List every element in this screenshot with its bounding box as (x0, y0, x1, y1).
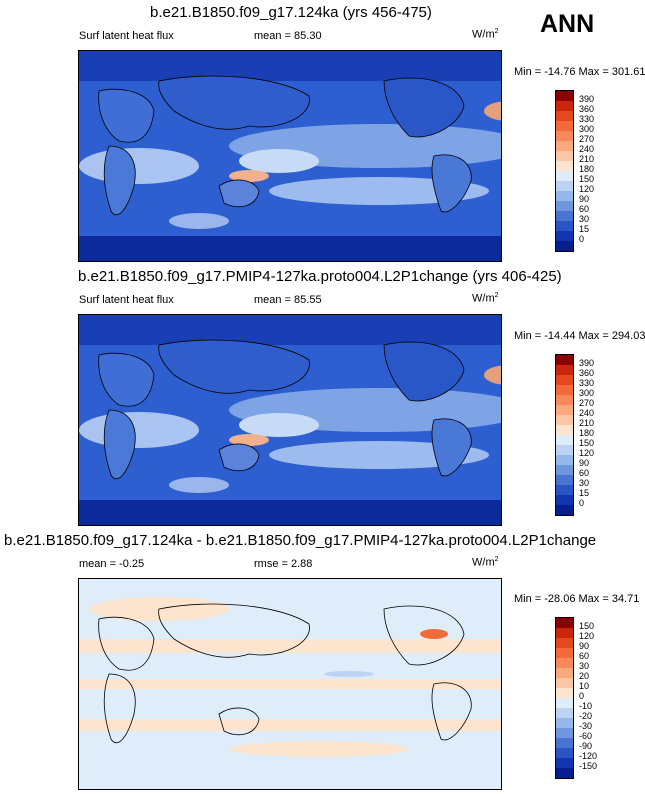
panel2-tick: 120 (579, 448, 595, 458)
panel3-tick: -90 (579, 741, 593, 751)
panel2-colorbar-labels: 390 360 330 300 270 240 210 180 150 120 … (579, 358, 609, 518)
panel3-tick: -10 (579, 701, 593, 711)
panel1-tick: 15 (579, 224, 590, 234)
panel1-tick: 180 (579, 164, 595, 174)
panel1-map (78, 50, 502, 262)
panel2-mean-label: mean = 85.55 (254, 294, 322, 306)
panel2-tick: 60 (579, 468, 590, 478)
panel1-tick: 0 (579, 234, 585, 244)
panel2-variable-label: Surf latent heat flux (79, 294, 174, 306)
panel2-tick: 150 (579, 438, 595, 448)
panel1-tick: 240 (579, 144, 595, 154)
panel2-tick: 300 (579, 388, 595, 398)
panel1-tick: 390 (579, 94, 595, 104)
panel3-map (78, 578, 502, 790)
panel2-tick: 30 (579, 478, 590, 488)
panel1-tick: 90 (579, 194, 590, 204)
panel2-colorbar (555, 354, 574, 516)
panel2-map (78, 314, 502, 526)
panel3-tick: -20 (579, 711, 593, 721)
panel2-tick: 15 (579, 488, 590, 498)
panel2-units: W/m2 (472, 292, 499, 305)
panel3-tick: 60 (579, 651, 590, 661)
panel1-colorbar-labels: 390 360 330 300 270 240 210 180 150 120 … (579, 94, 609, 254)
panel3-tick: 10 (579, 681, 590, 691)
panel1-tick: 270 (579, 134, 595, 144)
panel1-title: b.e21.B1850.f09_g17.124ka (yrs 456-475) (150, 4, 432, 21)
panel2-tick: 330 (579, 378, 595, 388)
panel3-colorbar-labels: 150 120 90 60 30 20 10 0 -10 -20 -30 -60… (579, 621, 609, 781)
panel1-tick: 150 (579, 174, 595, 184)
panel3-tick: -120 (579, 751, 598, 761)
panel3-colorbar (555, 617, 574, 779)
panel2-tick: 360 (579, 368, 595, 378)
panel3-tick: -150 (579, 761, 598, 771)
panel3-tick: 90 (579, 641, 590, 651)
panel3-units: W/m2 (472, 556, 499, 569)
panel1-tick: 60 (579, 204, 590, 214)
panel1-tick: 360 (579, 104, 595, 114)
panel1-colorbar (555, 90, 574, 252)
panel3-rmse-label: rmse = 2.88 (254, 558, 313, 570)
panel2-tick: 210 (579, 418, 595, 428)
panel1-tick: 30 (579, 214, 590, 224)
panel1-tick: 210 (579, 154, 595, 164)
panel1-units: W/m2 (472, 28, 499, 41)
panel1-tick: 120 (579, 184, 595, 194)
panel1-minmax: Min = -14.76 Max = 301.61 (514, 66, 645, 78)
panel2-tick: 390 (579, 358, 595, 368)
panel3-tick: 150 (579, 621, 595, 631)
panel2-tick: 180 (579, 428, 595, 438)
panel1-mean-label: mean = 85.30 (254, 30, 322, 42)
panel1-variable-label: Surf latent heat flux (79, 30, 174, 42)
panel3-tick: 120 (579, 631, 595, 641)
panel2-minmax: Min = -14.44 Max = 294.03 (514, 330, 645, 342)
panel2-tick: 0 (579, 498, 585, 508)
panel3-title: b.e21.B1850.f09_g17.124ka - b.e21.B1850.… (4, 532, 597, 549)
panel2-tick: 240 (579, 408, 595, 418)
panel3-mean-label: mean = -0.25 (79, 558, 145, 570)
panel3-tick: 20 (579, 671, 590, 681)
season-label: ANN (540, 10, 595, 38)
panel2-tick: 90 (579, 458, 590, 468)
panel3-tick: 30 (579, 661, 590, 671)
panel3-minmax: Min = -28.06 Max = 34.71 (514, 593, 640, 605)
panel3-tick: -60 (579, 731, 593, 741)
panel1-tick: 300 (579, 124, 595, 134)
panel3-tick: 0 (579, 691, 585, 701)
panel2-title: b.e21.B1850.f09_g17.PMIP4-127ka.proto004… (78, 268, 562, 285)
panel2-tick: 270 (579, 398, 595, 408)
panel3-tick: -30 (579, 721, 593, 731)
panel1-tick: 330 (579, 114, 595, 124)
